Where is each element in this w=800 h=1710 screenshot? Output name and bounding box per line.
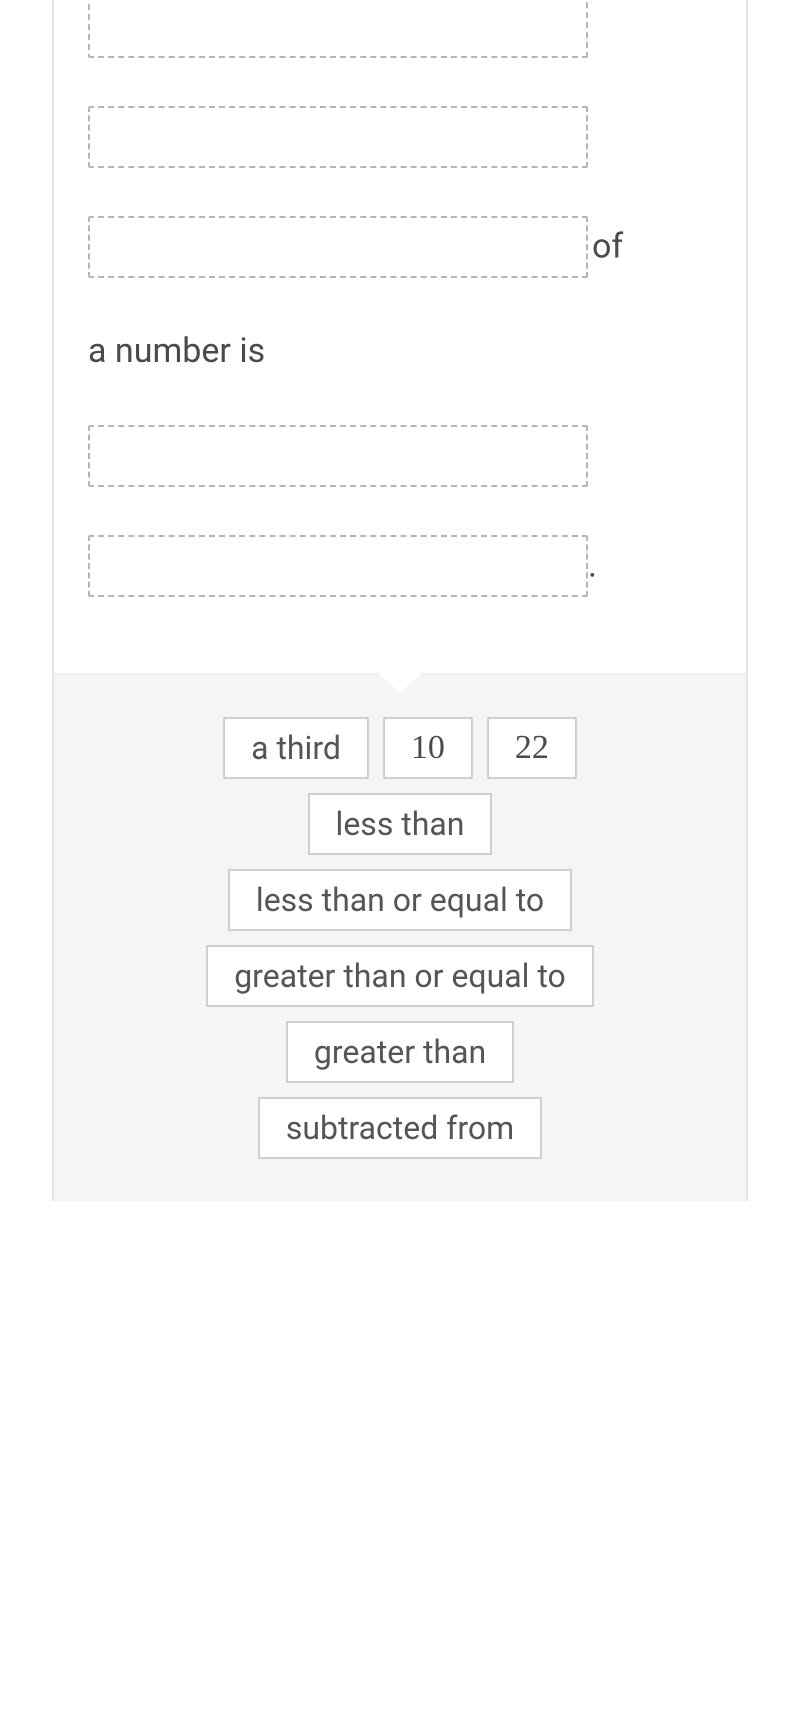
text-period: . xyxy=(588,545,597,585)
text-of: of xyxy=(592,227,623,267)
choice-22[interactable]: 22 xyxy=(487,717,577,779)
drop-slot-1[interactable] xyxy=(88,0,588,58)
choices-area: a third 10 22 less than less than or equ… xyxy=(54,673,746,1201)
drop-slot-4[interactable] xyxy=(88,425,588,487)
statement-area: of a number is . xyxy=(54,0,746,673)
drop-slot-2[interactable] xyxy=(88,106,588,168)
choice-subtracted-from[interactable]: subtracted from xyxy=(258,1097,542,1159)
drop-slot-5[interactable] xyxy=(88,535,588,597)
exercise-card: of a number is . a third 10 22 less than… xyxy=(52,0,748,1201)
choice-less-than[interactable]: less than xyxy=(308,793,493,855)
choice-greater-than-or-equal-to[interactable]: greater than or equal to xyxy=(206,945,594,1007)
choice-less-than-or-equal-to[interactable]: less than or equal to xyxy=(228,869,572,931)
choice-greater-than[interactable]: greater than xyxy=(286,1021,514,1083)
drop-slot-3[interactable] xyxy=(88,216,588,278)
choice-10[interactable]: 10 xyxy=(383,717,473,779)
choice-a-third[interactable]: a third xyxy=(223,717,369,779)
text-a-number-is: a number is xyxy=(88,331,265,371)
